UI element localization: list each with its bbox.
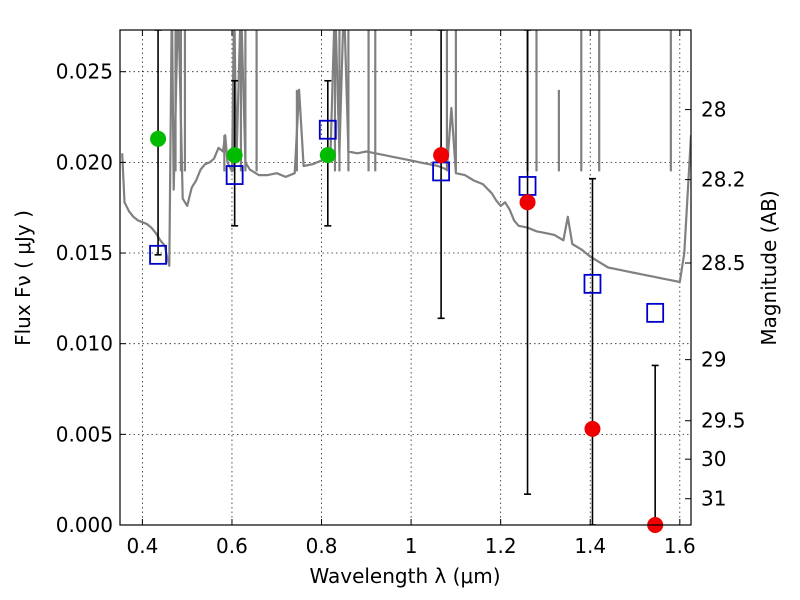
grid-lines (120, 30, 691, 526)
error-bar-layer (154, 30, 659, 525)
measured-point (519, 194, 536, 211)
model-photometry-square (225, 165, 244, 185)
model-photometry-square (583, 273, 602, 294)
plot-frame (119, 29, 692, 526)
right-axis-title: Magnitude (AB) (757, 190, 781, 345)
y-axis-title: Flux Fν ( μJy ) (11, 210, 35, 346)
y-tick-label: 0.015 (56, 241, 113, 265)
y-tick-label: 0.025 (56, 60, 113, 84)
magnitude-tick-label: 30 (701, 447, 726, 471)
model-photometry-square (646, 302, 665, 323)
magnitude-tick-label: 31 (701, 487, 726, 511)
x-tick-label: 1.2 (485, 534, 517, 558)
points-layer (149, 119, 665, 533)
x-tick-label: 0.8 (306, 534, 338, 558)
x-axis-title: Wavelength λ (μm) (309, 564, 500, 588)
x-tick-label: 1.6 (664, 534, 696, 558)
y-tick-label: 0.020 (56, 150, 113, 174)
magnitude-tick-label: 28 (701, 98, 726, 122)
detection-point (319, 147, 336, 164)
model-photometry-square (318, 119, 337, 140)
y-tick-label: 0.000 (56, 513, 113, 537)
spectrum-layer (121, 30, 691, 284)
y-tick-label: 0.005 (56, 422, 113, 446)
detection-point (150, 130, 167, 147)
x-tick-label: 0.6 (216, 534, 248, 558)
x-tick-label: 1 (405, 534, 418, 558)
x-tick-label: 0.4 (126, 534, 158, 558)
measured-point (584, 420, 601, 437)
detection-point (226, 147, 243, 164)
axis-ticks: 0.4 0.6 0.8 1 1.2 1.4 1.6 0.000 0.005 0.010 0.015 0… (56, 30, 746, 558)
model-photometry-square (149, 244, 167, 265)
spectrum-line (121, 30, 691, 284)
y-tick-label: 0.010 (56, 332, 113, 356)
magnitude-tick-label: 29 (701, 348, 726, 372)
x-tick-label: 1.4 (574, 534, 606, 558)
magnitude-tick-label: 28.5 (701, 251, 746, 275)
measured-point (433, 147, 450, 164)
magnitude-tick-label: 28.2 (701, 168, 746, 192)
magnitude-tick-label: 29.5 (701, 409, 746, 433)
